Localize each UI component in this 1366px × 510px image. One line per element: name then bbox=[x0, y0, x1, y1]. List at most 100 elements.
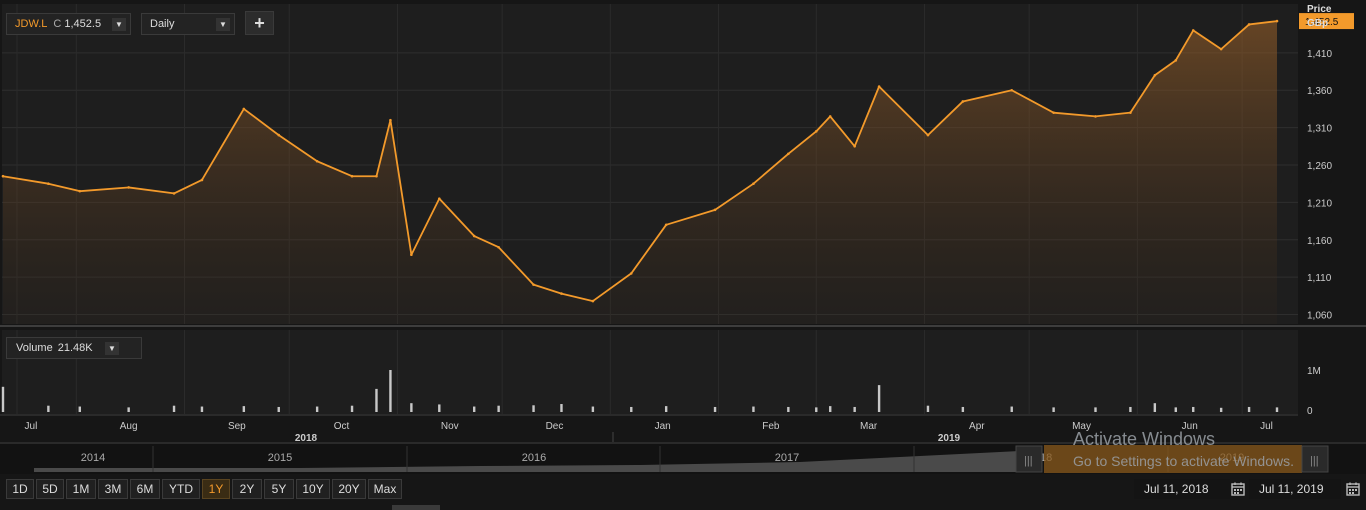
price-point bbox=[315, 159, 319, 163]
scrollbar-thumb[interactable] bbox=[392, 505, 440, 510]
price-point bbox=[410, 253, 413, 257]
volume-bar bbox=[1010, 406, 1013, 412]
range-button-20y[interactable]: 20Y bbox=[332, 479, 366, 499]
price-point bbox=[277, 133, 281, 137]
volume-label: Volume bbox=[16, 342, 53, 354]
date-to-value: Jul 11, 2019 bbox=[1259, 482, 1324, 496]
price-area bbox=[1, 19, 1279, 324]
volume-bar bbox=[438, 404, 441, 412]
volume-bar bbox=[497, 405, 500, 412]
range-button-6m[interactable]: 6M bbox=[130, 479, 160, 499]
volume-bar bbox=[47, 405, 50, 412]
price-point bbox=[389, 118, 392, 122]
price-point bbox=[629, 272, 633, 275]
volume-bar bbox=[375, 388, 378, 412]
activation-watermark-title: Activate Windows bbox=[1073, 429, 1216, 449]
interval-selector[interactable]: Daily ▼ bbox=[141, 13, 235, 35]
volume-bar bbox=[815, 407, 818, 412]
navigator-year-label: 2017 bbox=[775, 452, 799, 464]
volume-bar bbox=[350, 405, 354, 412]
range-button-1y[interactable]: 1Y bbox=[202, 479, 230, 499]
volume-bar bbox=[1094, 407, 1097, 412]
volume-bar bbox=[1, 386, 5, 412]
range-button-5y[interactable]: 5Y bbox=[264, 479, 294, 499]
month-label: Mar bbox=[860, 421, 878, 432]
price-tick-label: 1,360 bbox=[1307, 86, 1332, 97]
range-button-5d[interactable]: 5D bbox=[36, 479, 64, 499]
volume-bar bbox=[172, 405, 176, 412]
date-from-field[interactable]: Jul 11, 2018 bbox=[1134, 479, 1230, 499]
volume-bar bbox=[961, 406, 965, 412]
range-button-max[interactable]: Max bbox=[368, 479, 402, 499]
price-point bbox=[664, 223, 668, 227]
volume-bar bbox=[787, 406, 790, 412]
volume-bar bbox=[752, 406, 755, 412]
month-label: Aug bbox=[120, 421, 138, 432]
price-point bbox=[172, 192, 176, 195]
month-label: Jul bbox=[25, 421, 38, 432]
calendar-icon[interactable] bbox=[1345, 481, 1361, 497]
last-price-badge bbox=[1299, 13, 1354, 30]
price-point bbox=[200, 178, 204, 182]
chevron-down-icon[interactable]: ▼ bbox=[112, 18, 126, 31]
date-to-field[interactable]: Jul 11, 2019 bbox=[1249, 479, 1341, 499]
svg-text:|||: ||| bbox=[1024, 455, 1033, 467]
time-axis: Jul Aug Sep Oct Nov Dec Jan Feb Mar Apr May Jun Jul 2… bbox=[25, 421, 1273, 444]
range-button-1m[interactable]: 1M bbox=[66, 479, 96, 499]
month-label: Feb bbox=[762, 421, 780, 432]
price-tick-label: 1,310 bbox=[1307, 124, 1332, 135]
price-point bbox=[961, 100, 965, 103]
month-label: Jan bbox=[655, 421, 671, 432]
volume-bar bbox=[1219, 407, 1223, 412]
price-point bbox=[350, 174, 354, 178]
range-button-ytd[interactable]: YTD bbox=[162, 479, 200, 499]
calendar-icon[interactable] bbox=[1230, 481, 1246, 497]
range-button-1d[interactable]: 1D bbox=[6, 479, 34, 499]
chevron-down-icon[interactable]: ▼ bbox=[216, 18, 230, 31]
volume-tick-label: 0 bbox=[1307, 406, 1313, 417]
price-point bbox=[752, 182, 755, 185]
volume-bar bbox=[829, 406, 832, 412]
ticker-selector[interactable]: JDW.L C 1,452.5 ▼ bbox=[6, 13, 131, 35]
month-label: Apr bbox=[969, 421, 985, 432]
volume-bar bbox=[242, 406, 246, 412]
price-point bbox=[713, 208, 717, 212]
price-point bbox=[438, 197, 441, 200]
price-point bbox=[787, 152, 790, 156]
volume-tick-label: 1M bbox=[1307, 366, 1321, 377]
month-label: Nov bbox=[441, 421, 459, 432]
range-button-2y[interactable]: 2Y bbox=[232, 479, 262, 499]
price-tick-label: 1,410 bbox=[1307, 49, 1332, 60]
range-button-10y[interactable]: 10Y bbox=[296, 479, 330, 499]
navigator[interactable]: 201420152016201720182019 ||| ||| bbox=[0, 444, 1366, 474]
volume-bar bbox=[1247, 406, 1251, 412]
volume-bar bbox=[853, 406, 856, 412]
year-label: 2019 bbox=[938, 433, 961, 444]
price-point bbox=[1191, 29, 1195, 32]
price-tick-label: 1,260 bbox=[1307, 161, 1332, 172]
volume-bar bbox=[315, 406, 319, 412]
price-point bbox=[375, 174, 378, 178]
price-point bbox=[47, 182, 50, 185]
navigator-year-label: 2015 bbox=[268, 452, 292, 464]
price-point bbox=[853, 145, 856, 148]
price-point bbox=[877, 85, 881, 88]
price-axis-title: Price GBp bbox=[1307, 3, 1331, 31]
month-label: Sep bbox=[228, 421, 246, 432]
price-point bbox=[242, 107, 246, 111]
price-point bbox=[1174, 59, 1178, 62]
chevron-down-icon[interactable]: ▼ bbox=[105, 342, 119, 355]
price-point bbox=[1275, 19, 1279, 23]
navigator-left-handle[interactable] bbox=[1015, 445, 1043, 473]
close-value: 1,452.5 bbox=[64, 18, 102, 30]
navigator-right-handle[interactable] bbox=[1301, 445, 1329, 473]
add-study-button[interactable]: + bbox=[245, 11, 274, 35]
volume-bar bbox=[127, 407, 130, 412]
navigator-selection[interactable] bbox=[1044, 445, 1302, 473]
volume-selector[interactable]: Volume 21.48K ▼ bbox=[6, 337, 142, 359]
volume-bar bbox=[473, 406, 476, 412]
range-button-3m[interactable]: 3M bbox=[98, 479, 128, 499]
volume-bar bbox=[1129, 406, 1132, 412]
year-label: 2018 bbox=[295, 433, 318, 444]
